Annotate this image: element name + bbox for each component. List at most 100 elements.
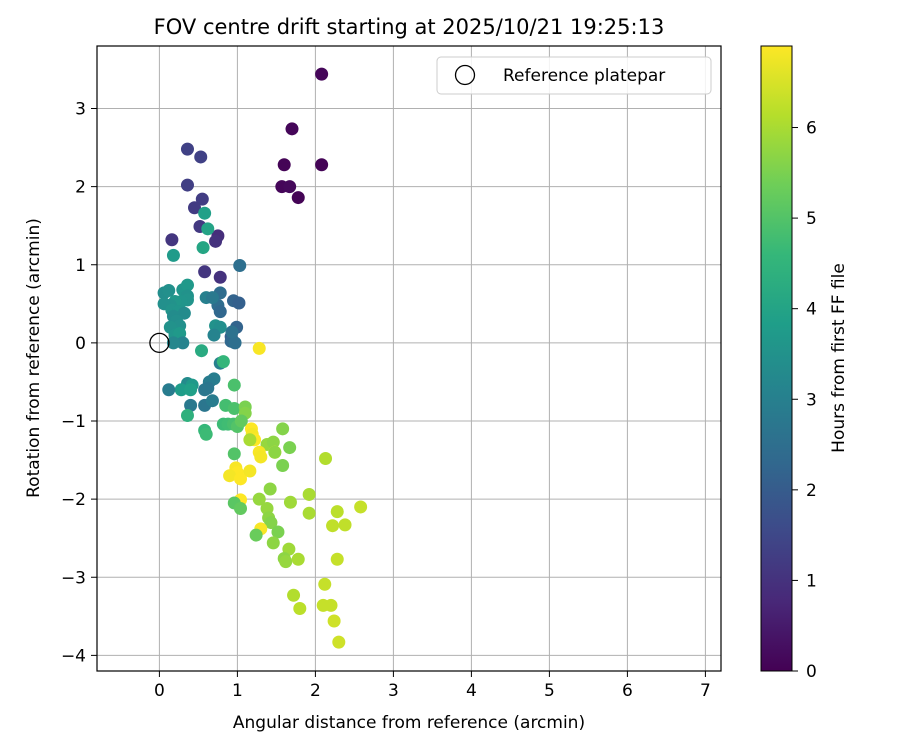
- y-tick-label: 2: [75, 178, 86, 198]
- data-point: [166, 336, 180, 350]
- legend: Reference platepar: [436, 56, 712, 95]
- y-tick-label: 0: [75, 334, 86, 354]
- data-point: [330, 552, 344, 566]
- colorbar-tick-label: 0: [806, 662, 817, 682]
- data-point: [266, 435, 280, 449]
- data-point: [319, 452, 333, 465]
- colorbar-title: Hours from first FF file: [829, 263, 849, 453]
- data-point: [276, 459, 290, 473]
- data-point: [166, 248, 180, 262]
- colorbar-tick-label: 4: [806, 300, 817, 320]
- data-point: [205, 394, 219, 408]
- y-axis-title: Rotation from reference (arcmin): [24, 218, 44, 498]
- data-point: [216, 355, 230, 369]
- y-tick-label: −1: [61, 412, 86, 432]
- data-point: [326, 519, 340, 533]
- data-point: [243, 464, 257, 478]
- colorbar-tick-label: 6: [806, 119, 817, 139]
- reference-platepar-marker: [149, 332, 170, 354]
- data-point: [180, 142, 194, 156]
- x-axis-title: Angular distance from reference (arcmin): [233, 713, 585, 733]
- data-point: [327, 614, 341, 628]
- x-tick-label: 5: [544, 681, 555, 701]
- x-tick-label: 1: [232, 681, 243, 701]
- data-point: [263, 482, 277, 496]
- data-point: [174, 383, 188, 397]
- x-tick-label: 7: [700, 681, 711, 701]
- data-point: [293, 602, 307, 615]
- data-point: [330, 505, 344, 519]
- data-point: [180, 178, 194, 192]
- colorbar-tick-label: 5: [806, 209, 817, 229]
- data-point: [176, 336, 190, 350]
- data-point: [283, 180, 297, 194]
- data-point: [227, 402, 241, 415]
- data-point: [283, 495, 297, 509]
- data-point: [213, 305, 227, 319]
- data-point: [291, 191, 305, 205]
- data-point: [268, 445, 282, 459]
- data-point: [271, 525, 285, 539]
- reference-marker-group: [149, 332, 170, 354]
- data-point: [276, 422, 290, 436]
- data-point: [184, 398, 198, 412]
- data-point: [180, 278, 194, 292]
- data-point: [184, 383, 198, 397]
- data-point: [234, 414, 248, 428]
- legend-label: Reference platepar: [503, 66, 665, 86]
- data-point: [194, 150, 208, 164]
- legend-box: [436, 56, 712, 95]
- data-point: [205, 291, 219, 305]
- data-point: [198, 383, 212, 397]
- colorbar-ticks: 0 1 2 3 4 5 6: [792, 119, 817, 682]
- colorbar: 0 1 2 3 4 5 6 Hours from first FF file: [760, 45, 849, 682]
- grid-lines: [97, 46, 721, 671]
- plot-frame: [96, 45, 722, 672]
- data-point: [228, 336, 242, 350]
- x-axis-ticks: 0 1 2 3 4 5 6 7: [154, 671, 711, 701]
- chart-title: FOV centre drift starting at 2025/10/21 …: [154, 15, 665, 39]
- data-point: [207, 328, 221, 342]
- data-point: [338, 518, 352, 532]
- data-point: [234, 502, 248, 515]
- data-point: [315, 158, 329, 172]
- colorbar-tick-label: 1: [806, 571, 817, 591]
- data-point: [302, 506, 316, 520]
- colorbar-gradient: [760, 45, 793, 672]
- data-point: [249, 528, 263, 542]
- data-point: [234, 472, 248, 486]
- data-point: [354, 500, 368, 514]
- data-point: [264, 516, 278, 530]
- data-point: [223, 469, 237, 483]
- data-point: [279, 555, 293, 569]
- data-point: [277, 158, 291, 172]
- data-point: [266, 536, 280, 550]
- data-point: [252, 341, 266, 355]
- data-point: [195, 192, 209, 206]
- x-tick-label: 4: [466, 681, 477, 701]
- data-point: [283, 441, 297, 455]
- data-point: [324, 598, 338, 612]
- data-point: [180, 409, 194, 423]
- data-point: [285, 122, 299, 136]
- data-point: [227, 378, 241, 392]
- colorbar-tick-label: 3: [806, 390, 817, 410]
- y-tick-label: 1: [75, 256, 86, 276]
- data-point: [291, 552, 305, 566]
- data-point: [252, 492, 266, 506]
- y-tick-label: −3: [61, 568, 86, 588]
- x-tick-label: 6: [622, 681, 633, 701]
- data-point: [233, 259, 247, 273]
- data-point: [162, 284, 176, 298]
- y-tick-label: −4: [61, 646, 86, 666]
- x-tick-label: 2: [310, 681, 321, 701]
- data-points: [157, 67, 368, 649]
- x-tick-label: 3: [388, 681, 399, 701]
- y-axis-ticks: −4 −3 −2 −1 0 1 2 3: [61, 100, 97, 666]
- colorbar-tick-label: 2: [806, 481, 817, 501]
- data-point: [232, 296, 246, 310]
- data-point: [199, 427, 213, 441]
- data-point: [198, 265, 212, 279]
- data-point: [227, 447, 241, 461]
